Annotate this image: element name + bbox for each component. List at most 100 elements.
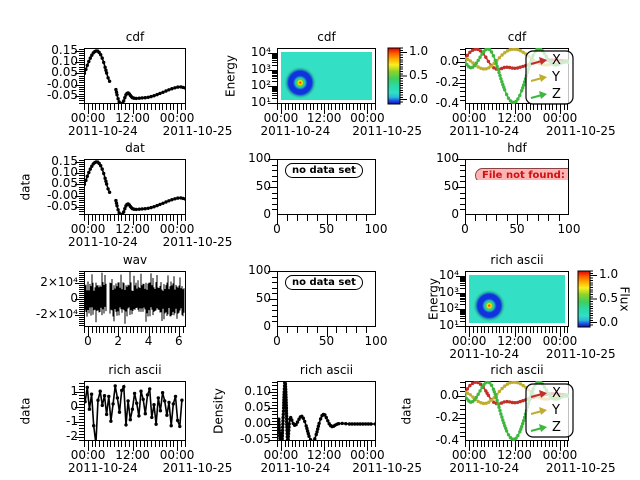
x-tick-label: 0 bbox=[273, 222, 281, 236]
y-tick-label: -1 bbox=[66, 413, 78, 428]
panel-title-r3c1: wav bbox=[122, 253, 148, 267]
plot-area-r1c1[interactable] bbox=[84, 48, 186, 104]
x-axis-date-label: 2011-10-25 bbox=[545, 124, 616, 138]
x-axis-date-label: 2011-10-25 bbox=[162, 461, 233, 475]
y-tick-label: 0 bbox=[70, 398, 78, 413]
y-tick-label: 1 bbox=[70, 383, 78, 398]
y-tick-label: 10¹ bbox=[250, 95, 271, 109]
plot-frame bbox=[464, 158, 570, 216]
colorbar-axis-label: Flux bbox=[617, 286, 632, 312]
legend-arrowhead-icon bbox=[539, 407, 547, 415]
colorbar-tick-label: 1.0 bbox=[409, 44, 429, 59]
y-tick-label: -0.4 bbox=[435, 433, 459, 447]
y-tick-label: -2×10⁴ bbox=[35, 307, 78, 321]
legend-arrowhead-icon bbox=[539, 390, 547, 398]
y-tick-label: 50 bbox=[443, 179, 459, 193]
y-tick-label: 10³ bbox=[250, 61, 271, 76]
x-tick-label: 00:00 bbox=[159, 448, 195, 462]
colorbar bbox=[387, 47, 401, 105]
y-tick-label: 100 bbox=[248, 263, 271, 277]
y-tick-label: 10⁴ bbox=[250, 45, 271, 59]
plot-frame bbox=[83, 158, 187, 216]
x-tick-label: 00:00 bbox=[159, 111, 195, 125]
x-axis-date-label: 2011-10-24 bbox=[68, 124, 138, 138]
axis-ticks bbox=[75, 160, 186, 225]
colorbar-tick-label: 0.0 bbox=[599, 314, 619, 329]
x-tick-label: 4 bbox=[144, 334, 153, 348]
axis-ticks bbox=[75, 383, 186, 451]
panel-title-r4c1: rich ascii bbox=[108, 363, 162, 377]
y-tick-label: -0.05 bbox=[46, 87, 78, 102]
plot-frame bbox=[276, 158, 377, 216]
x-tick-label: 00:00 bbox=[542, 334, 578, 348]
y-tick-label: 0 bbox=[451, 207, 459, 221]
plot-area-r4c2[interactable] bbox=[277, 381, 376, 441]
colorbar-tick-label: 0.5 bbox=[409, 68, 429, 82]
panel-title-r4c2: rich ascii bbox=[299, 363, 354, 377]
x-tick-label: 50 bbox=[318, 222, 335, 236]
y-tick-label: 0 bbox=[263, 207, 271, 221]
panel-r4c2 bbox=[268, 380, 377, 451]
series-layer bbox=[84, 160, 186, 215]
x-tick-label: 00:00 bbox=[70, 111, 106, 125]
x-tick-label: 00:00 bbox=[451, 111, 487, 125]
y-tick-label: 0.0 bbox=[439, 387, 459, 402]
x-tick-label: 12:00 bbox=[306, 111, 342, 125]
panel-r3c2 bbox=[268, 270, 377, 337]
x-tick-label: 00:00 bbox=[350, 448, 385, 462]
x-axis-date-label: 2011-10-25 bbox=[352, 124, 423, 138]
y-tick-label: 100 bbox=[436, 151, 459, 165]
y-tick-label: -0.2 bbox=[435, 74, 459, 89]
plot-frame bbox=[83, 380, 187, 442]
x-tick-label: 12:00 bbox=[115, 111, 150, 125]
plot-area-r3c3[interactable] bbox=[465, 271, 569, 327]
x-tick-label: 100 bbox=[364, 334, 388, 348]
legend-arrowhead-icon bbox=[539, 57, 547, 65]
x-tick-label: 100 bbox=[364, 222, 388, 236]
legend-entry-label-y: Y bbox=[552, 403, 560, 418]
panel-title-r4c3: rich ascii bbox=[490, 363, 544, 377]
panel-title-r1c3: cdf bbox=[507, 30, 527, 44]
y-tick-label: 0.15 bbox=[51, 42, 78, 57]
legend-arrowhead-icon bbox=[539, 424, 547, 432]
x-tick-label: 50 bbox=[318, 334, 335, 348]
plot-area-r1c2[interactable] bbox=[277, 48, 376, 104]
panel-r1c1 bbox=[75, 47, 187, 114]
x-tick-label: 00:00 bbox=[263, 111, 299, 125]
x-axis-date-label: 2011-10-24 bbox=[449, 347, 520, 361]
y-tick-label: 100 bbox=[248, 151, 271, 165]
panel-r4c3 bbox=[456, 380, 574, 451]
y-tick-label: 0.0 bbox=[439, 53, 459, 68]
x-axis-date-label: 2011-10-25 bbox=[352, 461, 423, 475]
x-axis-date-label: 2011-10-25 bbox=[545, 347, 616, 361]
panel-r2c1 bbox=[75, 158, 187, 225]
x-tick-label: 00:00 bbox=[451, 334, 487, 348]
x-tick-label: 00:00 bbox=[451, 448, 487, 462]
colorbar-tick-label: 0.5 bbox=[599, 291, 619, 305]
axis-ticks bbox=[268, 271, 367, 337]
x-tick-label: 0 bbox=[84, 334, 92, 348]
series-layer bbox=[277, 381, 376, 441]
legend-entry-label-z: Z bbox=[552, 87, 561, 102]
plot-area-r3c1[interactable] bbox=[84, 271, 186, 327]
y-tick-label: 10⁴ bbox=[438, 268, 459, 282]
colorbar-ticks bbox=[400, 47, 407, 103]
series-line-data bbox=[84, 383, 183, 441]
axis-ticks bbox=[268, 53, 376, 114]
panel-r2c2 bbox=[268, 158, 377, 225]
y-tick-label: 0 bbox=[70, 291, 78, 305]
y-tick-label: 0.15 bbox=[51, 153, 78, 168]
plot-area-r4c1[interactable] bbox=[84, 381, 186, 441]
legend-arrowhead-icon bbox=[539, 91, 547, 99]
no-data-badge: no data set bbox=[285, 163, 363, 178]
plot-frame bbox=[464, 270, 570, 328]
plot-area-r2c1[interactable] bbox=[84, 159, 186, 215]
x-axis-date-label: 2011-10-24 bbox=[449, 461, 520, 475]
y-tick-label: 0.10 bbox=[244, 383, 271, 398]
panel-title-r1c2: cdf bbox=[317, 30, 336, 44]
x-tick-label: 6 bbox=[175, 334, 183, 348]
panel-r4c1 bbox=[75, 380, 187, 451]
legend-entry-label-y: Y bbox=[552, 70, 560, 85]
